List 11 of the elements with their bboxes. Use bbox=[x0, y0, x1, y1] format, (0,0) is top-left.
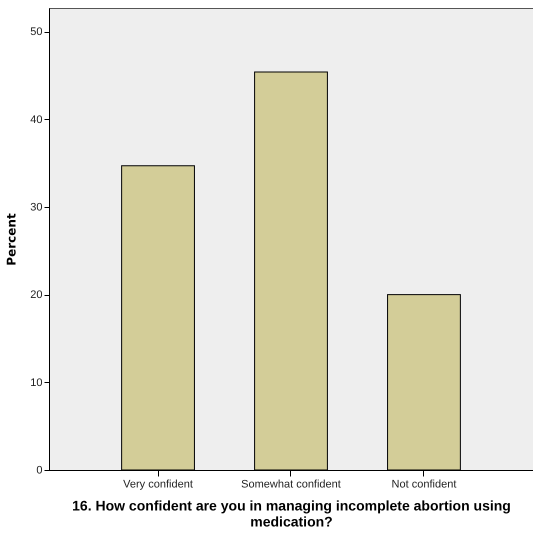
y-tick-label: 10 bbox=[30, 376, 42, 389]
x-tick-label: Somewhat confident bbox=[241, 478, 341, 490]
x-axis-title: 16. How confident are you in managing incomplete abortion using medication? bbox=[72, 498, 511, 530]
y-tick-label: 20 bbox=[30, 289, 42, 302]
y-tick-label: 30 bbox=[30, 202, 42, 214]
y-tick-label: 0 bbox=[36, 464, 42, 476]
y-tick-label: 40 bbox=[30, 114, 42, 126]
y-tick-label: 50 bbox=[30, 26, 42, 38]
y-axis-title: Percent bbox=[4, 213, 18, 266]
x-tick-label: Very confident bbox=[123, 478, 193, 490]
x-tick-label: Not confident bbox=[392, 478, 456, 490]
